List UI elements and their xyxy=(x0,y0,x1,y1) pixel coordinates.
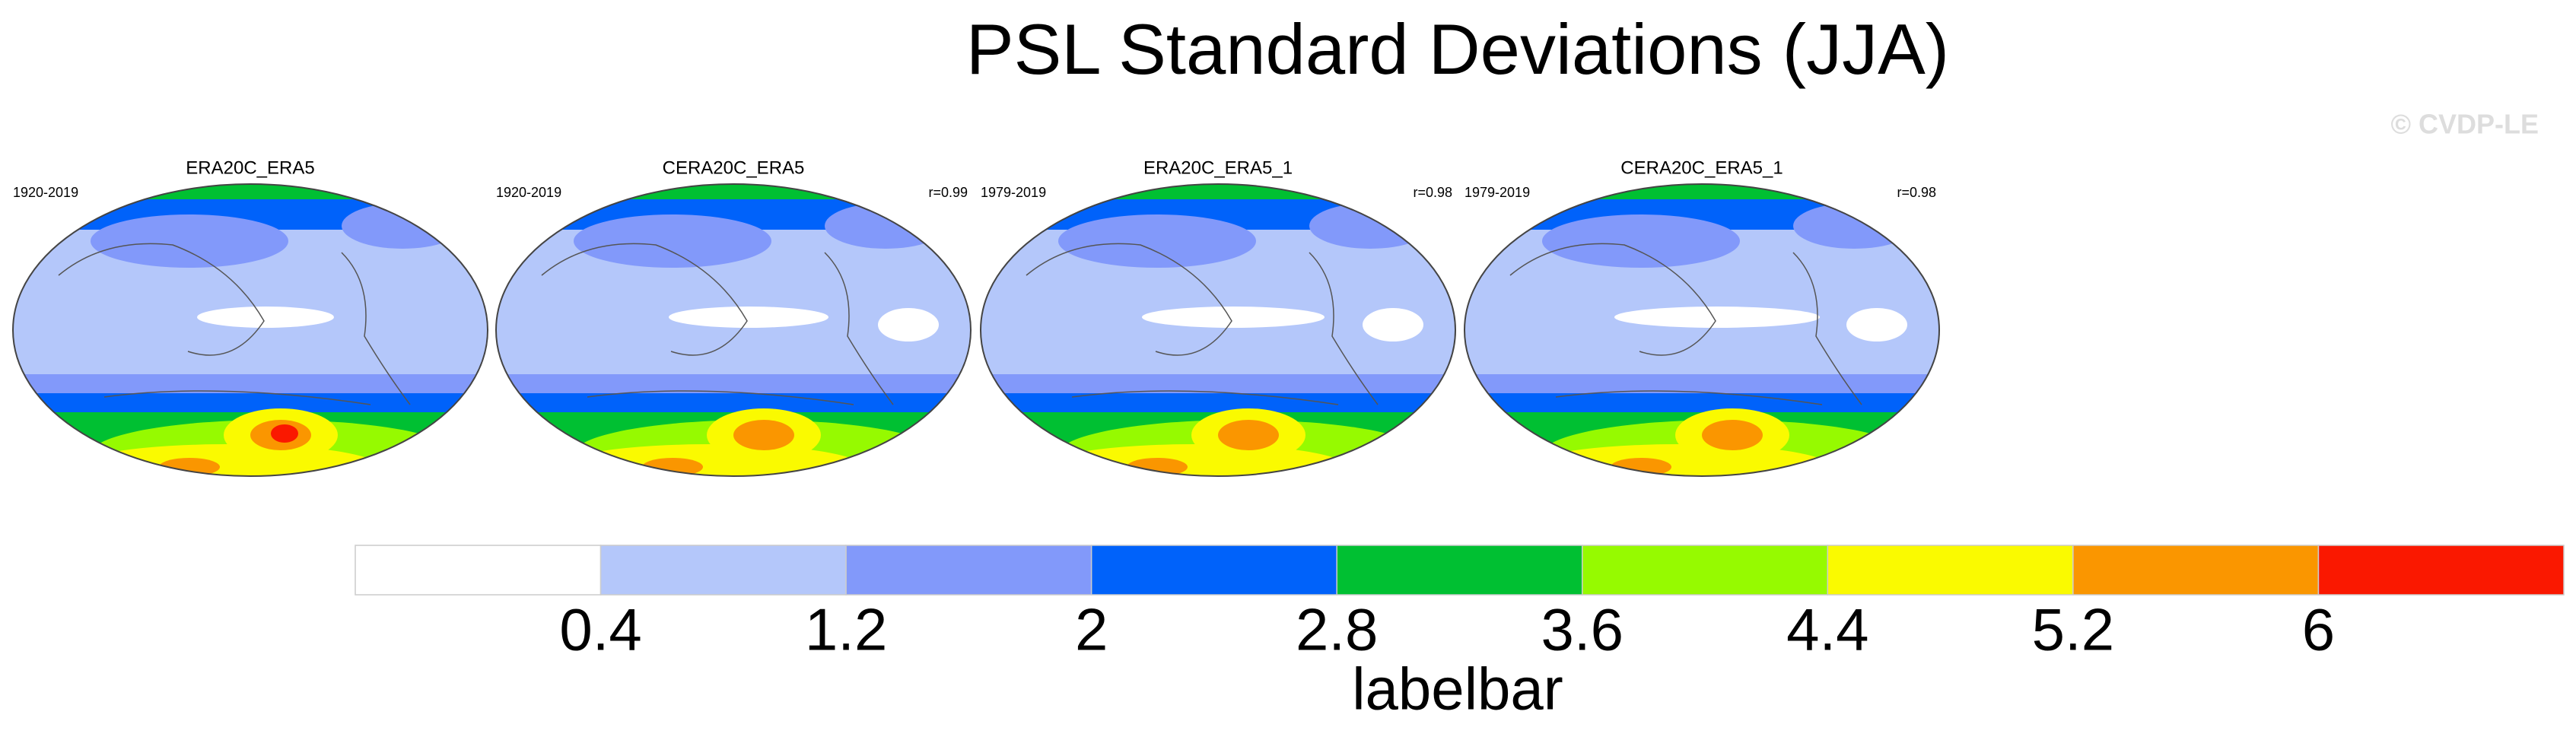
map-region xyxy=(574,214,771,268)
colorbar-tick-label: 4.4 xyxy=(1786,596,1868,663)
colorbar-box xyxy=(1582,545,1829,596)
map xyxy=(13,184,488,476)
colorbar-tick-label: 1.2 xyxy=(805,596,887,663)
panel-title: CERA20C_ERA5_1 xyxy=(1620,157,1783,178)
colorbar-tick-label: 6 xyxy=(2302,596,2335,663)
panel-corr: r=0.98 xyxy=(1413,185,1452,200)
coastline xyxy=(541,243,894,405)
map-region xyxy=(1846,308,1907,341)
watermark: © CVDP-LE xyxy=(2390,109,2539,140)
colorbar-box xyxy=(599,545,847,596)
map-outline xyxy=(12,183,488,477)
map-outline xyxy=(1464,183,1940,477)
colorbar-box xyxy=(845,545,1092,596)
colorbar-tick-label: 3.6 xyxy=(1541,596,1624,663)
panel-period: 1920-2019 xyxy=(13,185,78,200)
panel-title: ERA20C_ERA5_1 xyxy=(1143,157,1293,178)
panel-period: 1920-2019 xyxy=(496,185,561,200)
colorbar-box xyxy=(355,545,602,596)
map xyxy=(981,184,1455,476)
map-region xyxy=(197,307,334,328)
map xyxy=(1465,184,1939,476)
map-region xyxy=(1309,203,1431,249)
panel-corr: r=0.99 xyxy=(928,185,968,200)
map-region xyxy=(342,203,463,249)
map-region xyxy=(1218,420,1279,450)
map-region xyxy=(1542,214,1740,268)
colorbar-tick-label: 2.8 xyxy=(1296,596,1378,663)
map-region xyxy=(669,307,828,328)
map-region xyxy=(91,214,288,268)
map-region xyxy=(1614,307,1820,328)
panel-title: CERA20C_ERA5 xyxy=(663,157,805,178)
map-region xyxy=(1058,214,1256,268)
colorbar-label: labelbar xyxy=(1352,656,1563,723)
map-region xyxy=(733,420,794,450)
colorbar-box xyxy=(1336,545,1583,596)
panel-period: 1979-2019 xyxy=(981,185,1046,200)
panel-corr: r=0.98 xyxy=(1897,185,1936,200)
figure-title: PSL Standard Deviations (JJA) xyxy=(966,9,1949,89)
coastline xyxy=(1026,243,1379,405)
map-region xyxy=(1702,420,1763,450)
coastline xyxy=(1509,243,1862,405)
panel-period: 1979-2019 xyxy=(1465,185,1530,200)
colorbar-tick-label: 2 xyxy=(1075,596,1108,663)
colorbar-box xyxy=(1827,545,2074,596)
map-outline xyxy=(980,183,1456,477)
colorbar-tick-label: 0.4 xyxy=(559,596,641,663)
colorbar-box xyxy=(2072,545,2320,596)
map-region xyxy=(878,308,939,341)
map-region xyxy=(1363,308,1423,341)
map-region xyxy=(1793,203,1915,249)
colorbar-tick-label: 5.2 xyxy=(2032,596,2114,663)
map-region xyxy=(1142,307,1325,328)
colorbar-box xyxy=(1090,545,1337,596)
map-region xyxy=(825,203,946,249)
map xyxy=(496,184,971,476)
coastline xyxy=(58,243,411,405)
map-outline xyxy=(495,183,972,477)
colorbar-box xyxy=(2317,545,2565,596)
panel-title: ERA20C_ERA5 xyxy=(186,157,314,178)
map-region xyxy=(271,424,298,443)
